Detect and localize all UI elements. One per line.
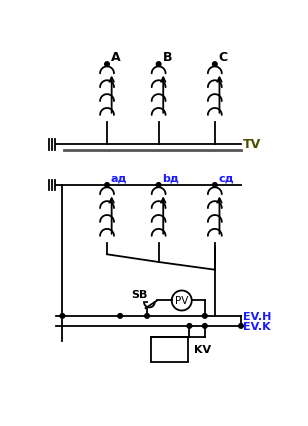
- Text: PV: PV: [175, 296, 188, 306]
- Text: SB: SB: [132, 290, 148, 299]
- Circle shape: [145, 314, 149, 319]
- Circle shape: [105, 63, 109, 67]
- Circle shape: [105, 183, 109, 188]
- Text: C: C: [219, 50, 228, 63]
- Circle shape: [213, 183, 217, 188]
- Text: aд: aд: [111, 173, 128, 183]
- Circle shape: [187, 324, 192, 328]
- Circle shape: [156, 183, 161, 188]
- Text: EV.H: EV.H: [243, 311, 272, 321]
- Text: EV.K: EV.K: [243, 321, 271, 331]
- Text: A: A: [111, 50, 120, 63]
- Circle shape: [118, 314, 123, 319]
- Circle shape: [203, 314, 207, 319]
- Bar: [151, 337, 188, 362]
- Text: bд: bд: [163, 173, 179, 183]
- Text: TV: TV: [243, 138, 261, 150]
- Circle shape: [156, 63, 161, 67]
- Text: KV: KV: [194, 345, 211, 354]
- Circle shape: [213, 63, 217, 67]
- Text: B: B: [163, 50, 172, 63]
- Circle shape: [60, 314, 65, 319]
- Text: cд: cд: [219, 173, 234, 183]
- Circle shape: [239, 324, 243, 328]
- Circle shape: [203, 324, 207, 328]
